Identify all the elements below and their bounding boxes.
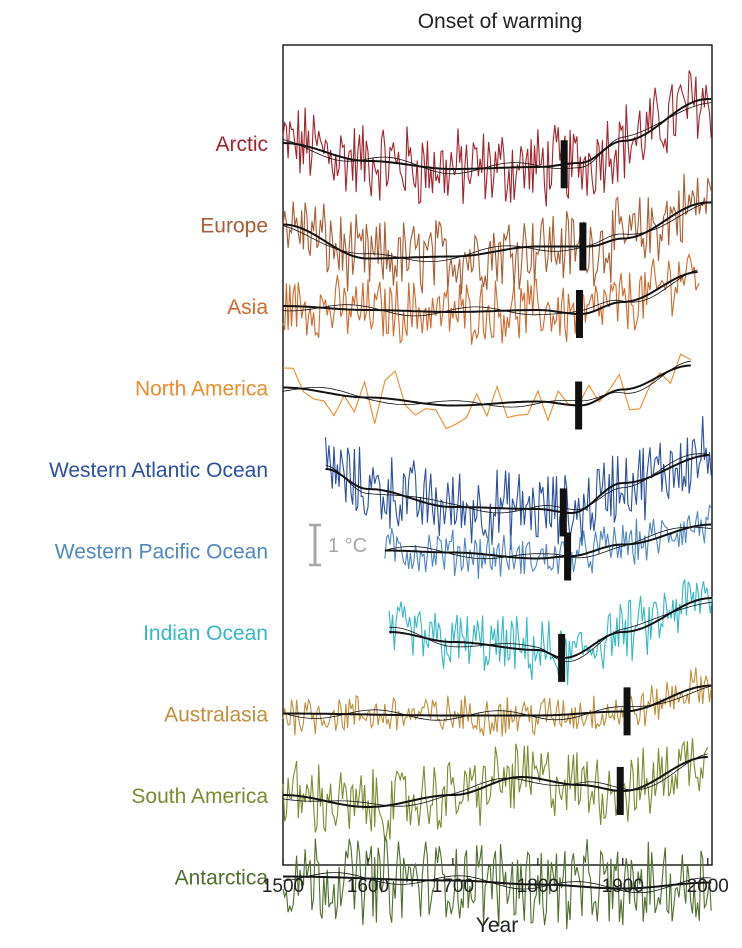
series-smooth-line [384, 526, 712, 560]
series-raw-line [282, 738, 709, 843]
series-antarctica [282, 835, 712, 930]
series-raw-line [282, 667, 712, 737]
series-raw-line [282, 353, 692, 430]
x-tick-label: 1800 [517, 876, 559, 897]
series-layer [282, 70, 713, 930]
onset-marker [559, 488, 567, 537]
series-smooth-line [282, 872, 712, 894]
x-tick-label: 1900 [602, 876, 644, 897]
series-raw-line [282, 70, 712, 207]
series-smooth-line [282, 102, 712, 175]
chart-title: Onset of warming [418, 10, 583, 33]
onset-marker [575, 289, 583, 338]
x-tick-label: 1700 [432, 876, 474, 897]
series-trend-line [384, 523, 712, 560]
scale-bar-label: 1 °C [328, 535, 367, 557]
series-asia [282, 252, 700, 345]
series-arctic [282, 70, 712, 207]
series-raw-line [384, 504, 712, 580]
series-trend-line [283, 875, 712, 890]
series-trend-line [282, 98, 712, 170]
series-indian-ocean [388, 579, 713, 685]
series-trend-line [282, 201, 712, 260]
onset-marker [558, 633, 566, 682]
onset-marker [575, 381, 583, 430]
x-tick-label: 2000 [687, 876, 729, 897]
series-raw-line [324, 416, 712, 550]
series-trend-line [283, 684, 712, 717]
region-label: Australasia [164, 704, 268, 727]
series-smooth-line [282, 201, 712, 263]
series-smooth-line [282, 360, 691, 408]
region-label: North America [135, 378, 268, 401]
region-label: South America [131, 785, 268, 808]
onset-marker [560, 140, 568, 189]
scale-bar: 1 °C [309, 523, 367, 567]
series-north-america [282, 353, 692, 430]
x-axis-label: Year [476, 914, 518, 937]
region-label: Western Atlantic Ocean [49, 459, 268, 482]
onset-marker [564, 532, 572, 581]
region-label: Antarctica [175, 867, 269, 890]
series-trend-line [325, 454, 710, 515]
x-tick-label: 1600 [347, 876, 389, 897]
region-label: Asia [227, 296, 268, 319]
onset-marker [579, 222, 587, 271]
series-europe [282, 173, 712, 295]
series-smooth-line [282, 685, 712, 721]
series-raw-line [282, 835, 712, 930]
series-australasia [282, 667, 712, 737]
series-trend-line [389, 597, 713, 660]
series-south-america [282, 738, 709, 843]
x-axis: 1500 1600 1700 1800 1900 2000 [262, 858, 729, 897]
series-raw-line [282, 252, 700, 345]
series-raw-line [388, 579, 713, 685]
series-western-pacific-ocean [384, 504, 712, 581]
onset-marker [616, 766, 624, 815]
series-trend-line [283, 271, 698, 315]
region-label: Europe [200, 215, 268, 238]
series-raw-line [282, 173, 712, 295]
region-label: Indian Ocean [143, 622, 268, 645]
plot-frame [282, 44, 713, 866]
onset-marker [623, 687, 631, 736]
region-label: Arctic [216, 133, 269, 156]
labels-layer: Arctic Europe Asia North America Western Atl… [49, 133, 268, 890]
x-tick-label: 1500 [262, 876, 304, 897]
series-western-atlantic-ocean [324, 416, 712, 550]
series-trend-line [283, 364, 691, 407]
region-label: Western Pacific Ocean [55, 541, 268, 564]
series-trend-line [283, 756, 708, 808]
plot-border [282, 44, 713, 866]
